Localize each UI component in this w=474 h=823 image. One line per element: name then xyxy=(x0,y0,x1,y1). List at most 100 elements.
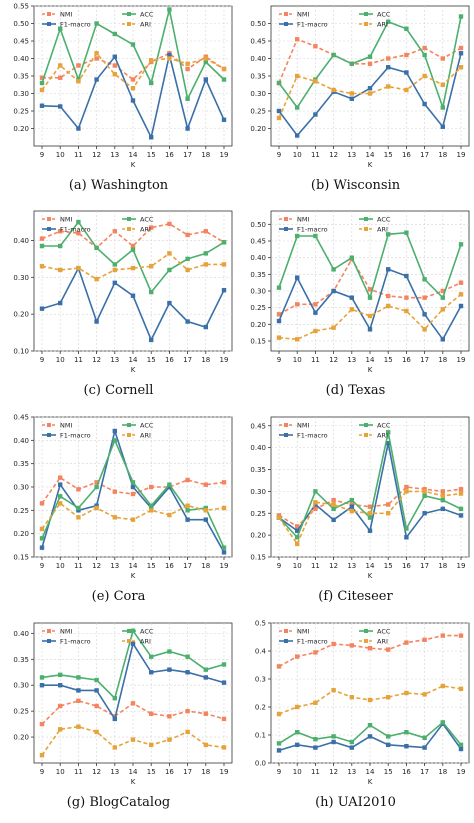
x-tick-label: 9 xyxy=(277,768,281,776)
x-tick-label: 17 xyxy=(420,151,429,159)
y-tick-label: 0.5 xyxy=(255,620,266,628)
data-point-ari xyxy=(276,115,282,121)
data-point-f1 xyxy=(94,319,99,324)
data-point-acc xyxy=(367,295,373,300)
x-tick-label: 19 xyxy=(457,151,466,159)
data-point-ari xyxy=(440,82,445,87)
data-point-nmi xyxy=(458,633,464,638)
legend-marker-nmi xyxy=(47,217,51,221)
legend-marker-nmi xyxy=(284,629,288,633)
data-point-f1 xyxy=(149,505,154,511)
legend-label-acc: ACC xyxy=(377,11,391,19)
chart-panel: 0.0 0.1 0.2 0.3 0.4 0.5 9 10 11 12 13 14 15 16 17 18 19 K… xyxy=(237,617,474,822)
data-point-nmi xyxy=(367,646,373,651)
legend-label-acc: ACC xyxy=(377,422,391,430)
data-point-nmi xyxy=(130,701,136,706)
data-point-acc xyxy=(185,96,190,101)
data-point-ari xyxy=(422,692,427,697)
legend-label-nmi: NMI xyxy=(60,628,72,636)
data-point-nmi xyxy=(440,489,445,494)
y-tick-label: 0.40 xyxy=(250,254,266,262)
x-tick-label: 15 xyxy=(147,768,156,776)
data-point-acc xyxy=(112,31,117,37)
data-point-f1 xyxy=(58,104,63,109)
x-tick-label: 15 xyxy=(384,151,393,159)
data-point-ari xyxy=(149,742,154,748)
data-point-f1 xyxy=(130,641,136,646)
data-point-f1 xyxy=(58,300,63,306)
legend-label-f1: F1-macro xyxy=(297,21,328,29)
legend-marker-acc xyxy=(364,423,368,427)
data-point-f1 xyxy=(404,273,409,279)
data-point-acc xyxy=(313,737,318,742)
x-tick-label: 10 xyxy=(293,562,302,570)
data-point-ari xyxy=(221,66,227,72)
x-tick-label: 9 xyxy=(277,151,281,159)
legend-marker-acc xyxy=(127,217,131,221)
y-tick-label: 0.45 xyxy=(13,38,29,46)
data-point-nmi xyxy=(76,698,81,703)
data-point-ari xyxy=(349,695,354,700)
y-tick-label: 0.20 xyxy=(250,532,266,540)
x-tick-label: 19 xyxy=(457,562,466,570)
y-tick-label: 0.35 xyxy=(250,466,266,474)
data-point-nmi xyxy=(422,637,427,642)
data-point-f1 xyxy=(367,327,373,332)
legend-label-f1: F1-macro xyxy=(297,226,328,234)
data-point-ari xyxy=(76,515,81,520)
data-point-nmi xyxy=(331,641,336,647)
data-point-acc xyxy=(167,7,172,12)
y-tick-label: 0.50 xyxy=(13,20,29,28)
data-point-nmi xyxy=(386,647,391,652)
y-tick-label: 0.20 xyxy=(250,321,266,329)
x-axis-label: K xyxy=(368,778,373,786)
x-tick-label: 13 xyxy=(110,768,119,776)
x-tick-label: 18 xyxy=(201,768,210,776)
data-point-ari xyxy=(185,503,190,508)
data-point-f1 xyxy=(185,517,190,522)
x-tick-label: 9 xyxy=(40,356,44,364)
x-tick-label: 11 xyxy=(74,151,83,159)
data-point-acc xyxy=(404,526,409,531)
data-point-acc xyxy=(422,277,427,282)
data-point-nmi xyxy=(404,484,409,490)
x-tick-label: 16 xyxy=(165,356,174,364)
data-point-acc xyxy=(94,677,99,683)
x-tick-label: 16 xyxy=(165,562,174,570)
data-point-nmi xyxy=(313,44,318,49)
legend-marker-nmi xyxy=(284,12,288,16)
data-point-f1 xyxy=(185,319,190,324)
data-point-acc xyxy=(386,232,391,237)
x-tick-label: 10 xyxy=(56,356,65,364)
data-point-f1 xyxy=(58,683,63,688)
x-tick-label: 15 xyxy=(384,562,393,570)
data-point-f1 xyxy=(313,310,318,315)
data-point-nmi xyxy=(313,302,318,307)
legend-marker-nmi xyxy=(47,12,51,16)
data-point-acc xyxy=(458,242,464,247)
data-point-ari xyxy=(39,753,45,758)
data-point-f1 xyxy=(167,52,172,58)
data-point-f1 xyxy=(167,484,172,490)
data-point-f1 xyxy=(39,306,45,311)
data-point-nmi xyxy=(94,703,99,709)
legend-marker-ari xyxy=(127,433,131,437)
data-point-acc xyxy=(440,720,445,725)
data-point-ari xyxy=(386,511,391,516)
line-chart: 0.10 0.20 0.30 0.40 9 10 11 12 13 14 15 16 17 18 19 K NM… xyxy=(13,210,233,374)
x-tick-label: 14 xyxy=(366,562,375,570)
x-tick-label: 9 xyxy=(40,562,44,570)
data-point-nmi xyxy=(458,45,464,51)
data-point-f1 xyxy=(295,742,300,747)
data-point-f1 xyxy=(221,288,227,293)
x-tick-label: 12 xyxy=(92,356,101,364)
data-point-acc xyxy=(367,723,373,728)
data-point-f1 xyxy=(386,742,391,747)
data-point-acc xyxy=(276,80,282,86)
data-point-acc xyxy=(203,505,208,511)
x-tick-label: 11 xyxy=(311,356,320,364)
data-point-f1 xyxy=(349,295,354,300)
data-point-nmi xyxy=(203,711,208,716)
data-point-ari xyxy=(276,335,282,340)
data-point-f1 xyxy=(367,734,373,739)
